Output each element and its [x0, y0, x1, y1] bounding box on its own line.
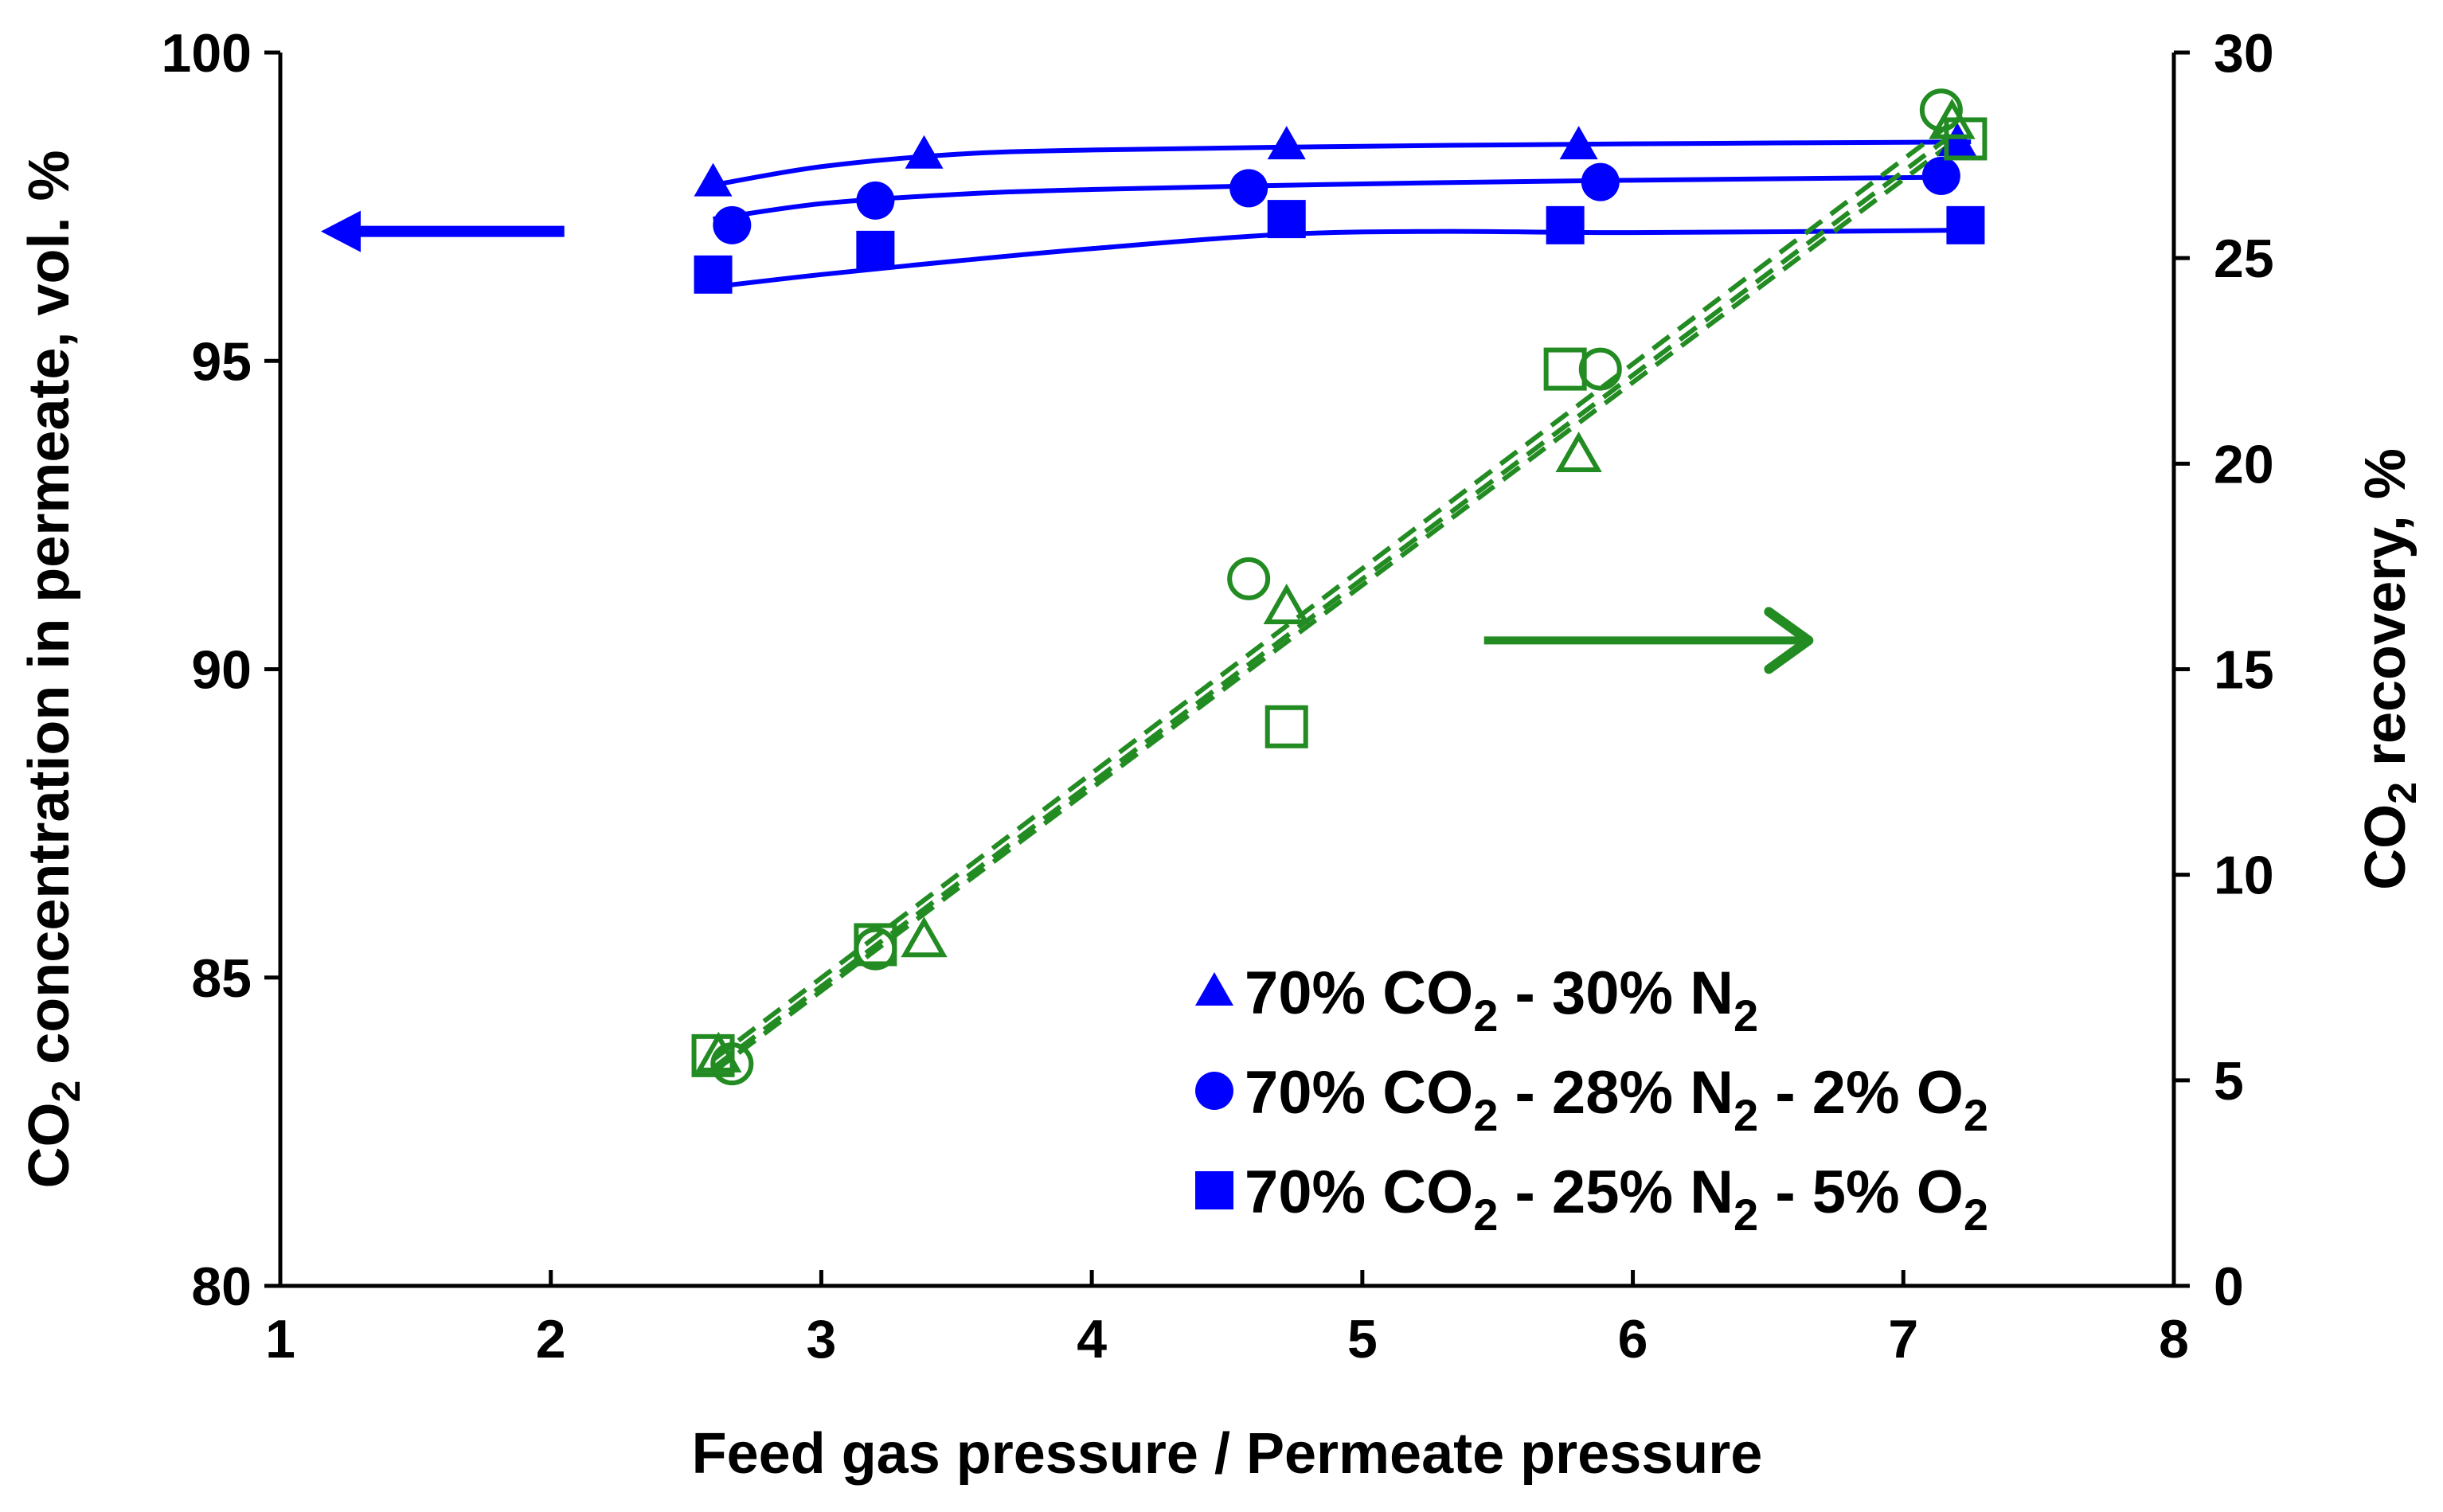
x-axis-title: Feed gas pressure / Permeate pressure [692, 1422, 1763, 1486]
x-tick-label: 7 [1888, 1309, 1918, 1369]
legend: 70% CO2 - 30% N2 70% CO2 - 28% N2 - 2% O2… [1195, 959, 1988, 1240]
x-tick-label: 2 [536, 1309, 566, 1369]
y-left-tick-label: 80 [191, 1256, 252, 1317]
fit-line-series-3 [711, 128, 1960, 1070]
axes: 1 2 3 4 5 6 7 8 80 85 90 95 100 0 5 10 15 20 25 30 [162, 23, 2274, 1369]
point-series-3 [695, 1031, 742, 1072]
point-series-1 [1921, 156, 1960, 195]
axis-titles: Feed gas pressure / Permeate pressure CO2… [18, 150, 2425, 1486]
point-series-1 [856, 181, 895, 220]
x-tick-label: 5 [1347, 1309, 1378, 1369]
y-left-tick-label: 95 [191, 331, 252, 392]
y-right-tick-label: 30 [2214, 23, 2274, 84]
x-tick-label: 8 [2159, 1309, 2189, 1369]
point-series-1 [713, 205, 752, 244]
y-right-tick-label: 0 [2214, 1256, 2244, 1317]
y-right-tick-label: 25 [2214, 229, 2274, 289]
y-right-tick-label: 15 [2214, 640, 2274, 701]
y-left-tick-label: 85 [191, 948, 252, 1009]
y-left-tick-label: 90 [191, 640, 252, 701]
legend-label-circle: 70% CO2 - 28% N2 - 2% O2 [1245, 1059, 1988, 1140]
point-series-3 [901, 916, 948, 958]
fit-line-series-2 [713, 228, 1972, 290]
point-series-5 [1543, 347, 1587, 391]
point-series-5 [1264, 705, 1308, 748]
point-series-2 [1546, 205, 1585, 244]
right-arrow-head [1764, 607, 1814, 674]
y-right-tick-label: 20 [2214, 434, 2274, 494]
point-series-2 [856, 230, 895, 269]
y-axis-left-title: CO2 concentration in permeate, vol. % [18, 150, 88, 1188]
point-series-5 [691, 1033, 735, 1077]
legend-marker-circle [1195, 1072, 1233, 1110]
y-right-tick-label: 10 [2214, 846, 2274, 906]
legend-label-square: 70% CO2 - 25% N2 - 5% O2 [1245, 1158, 1988, 1240]
x-tick-label: 3 [807, 1309, 837, 1369]
point-series-2 [1267, 200, 1306, 239]
point-series-3 [1263, 584, 1310, 625]
fit-lines [711, 116, 1972, 1074]
point-series-1 [1581, 162, 1620, 201]
point-series-2 [694, 255, 733, 294]
point-series-0 [694, 162, 733, 197]
y-left-tick-label: 100 [162, 23, 252, 84]
legend-marker-triangle [1195, 972, 1233, 1006]
point-series-5 [854, 923, 897, 967]
fit-line-series-1 [713, 174, 1958, 222]
legend-label-triangle: 70% CO2 - 30% N2 [1245, 959, 1758, 1041]
point-series-0 [905, 135, 944, 169]
data-markers [691, 88, 1988, 1086]
fit-line-series-0 [713, 139, 1972, 188]
y-right-tick-label: 5 [2214, 1051, 2244, 1112]
x-tick-label: 6 [1618, 1309, 1648, 1369]
point-series-1 [1229, 169, 1268, 208]
left-arrow-head [320, 210, 361, 252]
point-series-5 [1944, 117, 1988, 161]
fit-line-series-5 [711, 137, 1960, 1074]
fit-line-series-4 [711, 116, 1960, 1062]
point-series-4 [1578, 347, 1622, 391]
x-tick-label: 4 [1077, 1309, 1107, 1369]
legend-marker-square [1195, 1171, 1233, 1209]
x-tick-label: 1 [265, 1309, 295, 1369]
point-series-0 [1559, 126, 1598, 160]
point-series-4 [1227, 557, 1271, 600]
point-series-0 [1267, 126, 1306, 160]
annotations [320, 210, 1814, 674]
point-series-4 [1919, 88, 1963, 132]
point-series-3 [1555, 431, 1602, 473]
point-series-2 [1946, 205, 1985, 244]
y-axis-right-title: CO2 recovery, % [2354, 448, 2425, 890]
